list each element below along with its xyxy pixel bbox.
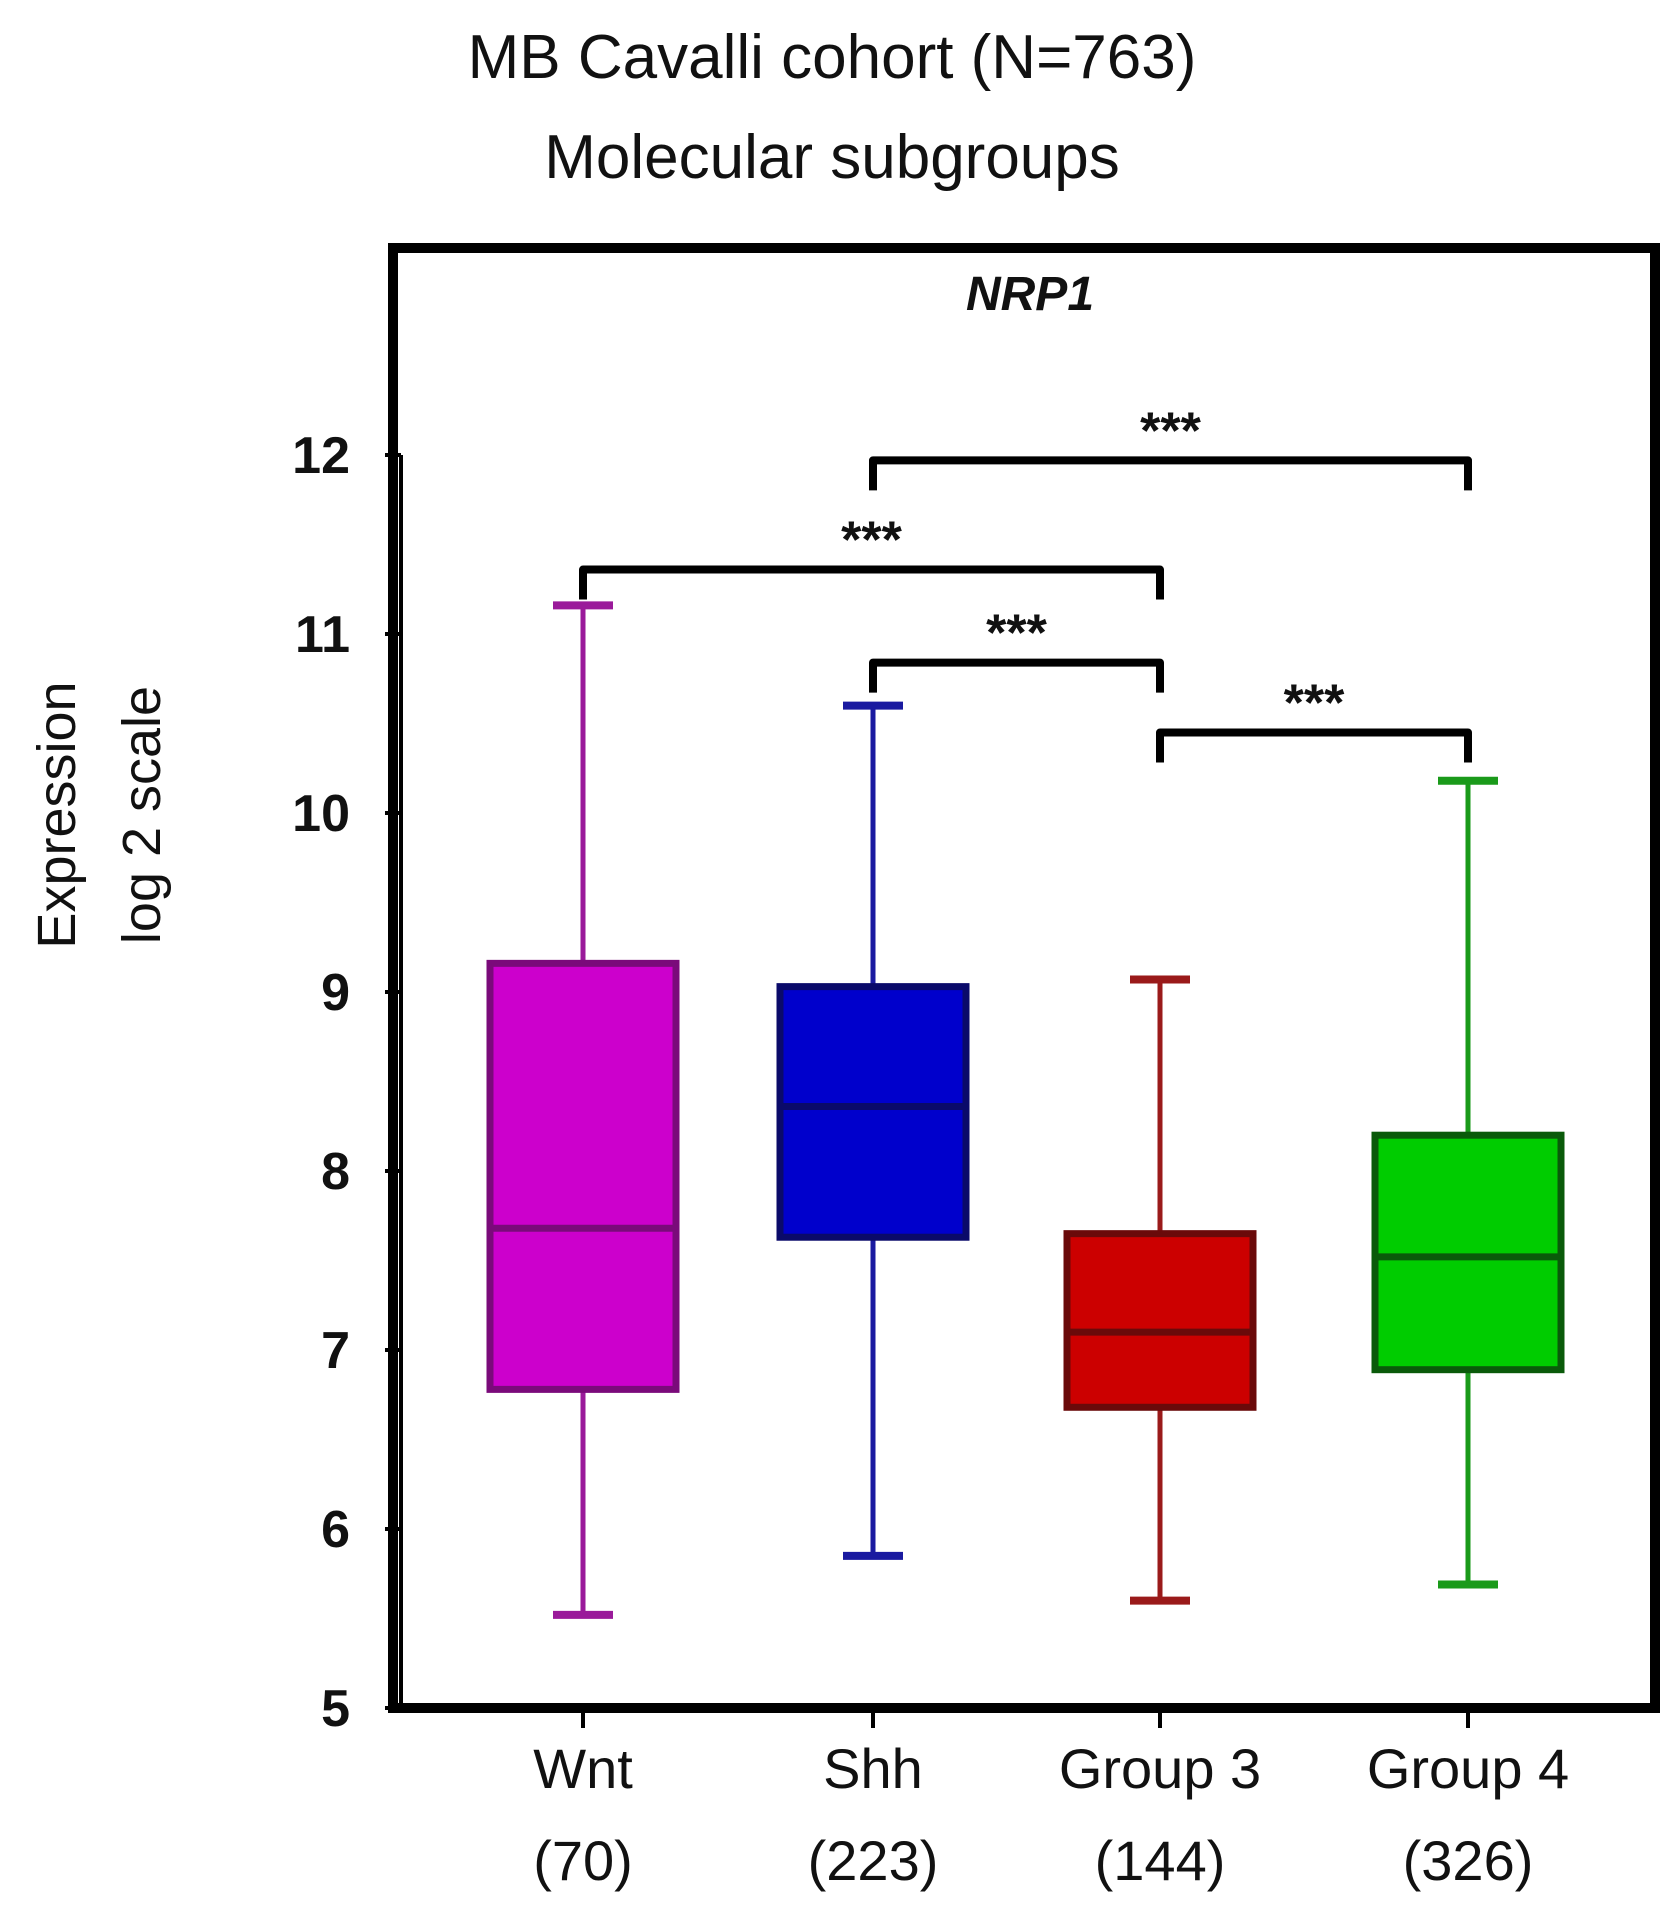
y-axis-label-line2: log 2 scale <box>112 686 172 944</box>
chart-subtitle: Molecular subgroups <box>544 123 1120 192</box>
box-wnt <box>486 601 680 1619</box>
box-iqr <box>1371 1131 1565 1374</box>
y-tick-label: 11 <box>295 606 350 664</box>
y-tick-label: 12 <box>292 427 350 485</box>
y-tick-label: 10 <box>292 785 350 843</box>
significance-bracket <box>869 658 1164 693</box>
significance-bracket <box>1156 728 1472 763</box>
x-category-count: (144) <box>1095 1829 1226 1892</box>
gene-label: NRP1 <box>966 268 1094 321</box>
plot-frame <box>388 243 1660 1713</box>
box-iqr <box>486 959 680 1393</box>
box-group-4 <box>1371 776 1565 1589</box>
box-iqr <box>776 983 970 1241</box>
x-category-label: Wnt <box>533 1737 633 1800</box>
y-tick-label: 9 <box>321 964 350 1022</box>
y-axis-label-line1: Expression <box>27 681 87 948</box>
y-tick-label: 8 <box>321 1143 350 1201</box>
significance-label: *** <box>986 605 1047 663</box>
y-tick-label: 7 <box>321 1322 350 1380</box>
boxes <box>486 601 1565 1619</box>
significance-label: *** <box>1140 402 1201 460</box>
x-category-count: (70) <box>533 1829 633 1892</box>
significance-bracket <box>579 565 1164 600</box>
box-iqr <box>1063 1230 1257 1411</box>
significance-label: *** <box>1284 674 1345 732</box>
box-shh <box>776 701 970 1560</box>
significance-bracket <box>869 456 1472 491</box>
chart-title: MB Cavalli cohort (N=763) <box>468 23 1197 92</box>
x-category-label: Group 4 <box>1367 1737 1569 1800</box>
x-category-label: Group 3 <box>1059 1737 1261 1800</box>
significance-brackets: *** *** *** *** <box>579 402 1472 763</box>
x-category-label: Shh <box>823 1737 923 1800</box>
significance-label: *** <box>841 512 902 570</box>
y-axis: 5 6 7 8 9 10 11 12 <box>292 427 1470 1738</box>
y-tick-label: 5 <box>321 1680 350 1738</box>
x-axis-labels: Wnt (70) Shh (223) Group 3 (144) Group 4 (326) <box>533 1737 1569 1892</box>
x-category-count: (223) <box>808 1829 939 1892</box>
x-category-count: (326) <box>1403 1829 1534 1892</box>
y-tick-label: 6 <box>321 1501 350 1559</box>
box-group-3 <box>1063 975 1257 1605</box>
